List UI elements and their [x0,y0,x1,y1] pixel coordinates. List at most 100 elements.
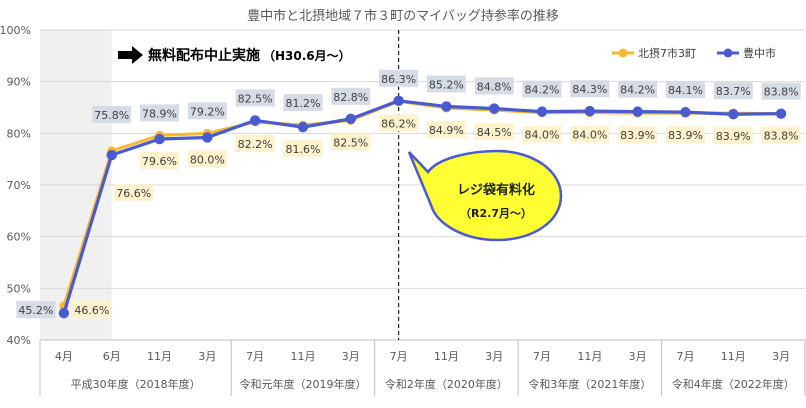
data-label-text: 79.2% [190,105,225,118]
label-toyonaka: 78.9% [140,104,180,122]
y-tick-label: 90% [7,76,31,89]
data-label-text: 82.5% [333,136,368,149]
x-tick-label: 7月 [390,350,408,363]
label-hokusetsu: 86.2% [379,114,419,132]
data-label-background [140,152,180,170]
fiscal-year-label: 令和2年度（2020年度） [385,377,508,391]
data-label-background [618,80,658,98]
data-label-background [283,94,323,112]
label-hokusetsu: 76.6% [114,183,154,201]
label-hokusetsu: 82.2% [235,134,275,152]
data-label-text: 81.2% [285,97,320,110]
data-label-text: 83.9% [716,130,751,143]
data-label-text: 82.2% [238,138,273,151]
bag-charge-title: レジ袋有料化 [457,182,535,198]
label-toyonaka: 84.1% [665,81,705,99]
label-toyonaka: 82.5% [235,89,275,107]
data-label-background [474,77,514,95]
y-tick-label: 50% [7,282,31,295]
data-label-background [187,102,227,120]
data-label-background [187,150,227,168]
x-tick-label: 4月 [55,350,73,363]
data-label-text: 79.6% [142,155,177,168]
data-label-text: 83.8% [764,86,799,99]
bag-charge-callout: レジ袋有料化 （R2.7月～） [407,149,563,242]
x-tick-label: 3月 [342,350,360,363]
data-label-background [16,301,56,319]
data-label-background [331,133,371,151]
label-toyonaka: 86.3% [379,69,419,87]
data-label-background [235,89,275,107]
x-tick-label: 11月 [721,350,746,363]
series-line-1 [62,99,782,314]
data-label-background [665,126,705,144]
y-tick-label: 60% [7,231,31,244]
x-tick-label: 3月 [198,350,216,363]
y-tick-label: 100% [0,24,31,37]
x-tick-label: 11月 [577,350,602,363]
data-point-1 [154,133,165,145]
label-toyonaka: 45.2% [16,301,56,319]
y-tick-label: 80% [7,127,31,140]
label-toyonaka: 79.2% [187,102,227,120]
data-point-1 [728,109,739,120]
data-point-1 [632,106,643,117]
data-labels-group: 45.2% 46.6% 75.8% 76.6% 78.9% 79.6% 79.2% 80.0%… [16,69,801,319]
data-label-text: 78.9% [142,107,177,120]
legend-marker [723,48,733,58]
data-point-1 [680,106,691,118]
data-point-1 [106,149,117,161]
label-hokusetsu: 84.0% [570,125,610,143]
label-toyonaka: 75.8% [92,106,132,124]
data-label-background [665,81,705,99]
data-point-1 [775,108,787,119]
free-distribution-annotation: 無料配布中止実施 （H30.6月～） [118,46,351,64]
data-label-text: 84.2% [525,84,560,97]
label-hokusetsu: 83.9% [665,126,705,144]
label-toyonaka: 84.3% [570,80,610,98]
data-label-background [522,125,562,143]
data-label-text: 80.0% [190,153,225,166]
x-tick-label: 7月 [533,350,551,363]
data-label-background [570,80,610,98]
data-label-text: 81.6% [285,143,320,156]
label-hokusetsu: 80.0% [187,150,227,168]
data-label-text: 75.8% [94,109,129,122]
label-toyonaka: 84.2% [618,80,658,98]
x-tick-label: 6月 [103,350,121,363]
label-hokusetsu: 82.5% [331,133,371,151]
legend: 北摂7市3町 豊中市 [612,46,776,60]
x-tick-label: 11月 [147,350,172,363]
data-label-background [379,69,419,87]
legend-label: 豊中市 [743,46,776,60]
data-label-background [114,183,154,201]
x-tick-label: 7月 [246,350,264,363]
data-point-1 [345,113,356,125]
data-label-text: 84.3% [572,83,607,96]
data-point-1 [393,95,404,106]
data-label-background [72,300,112,318]
data-label-background [761,82,801,100]
label-hokusetsu: 84.9% [426,121,466,139]
y-tick-label: 40% [7,334,31,347]
data-label-text: 84.9% [429,124,464,137]
data-label-text: 76.6% [116,187,151,200]
data-label-text: 84.0% [525,129,560,142]
x-axis: 4月 6月 11月 3月 7月 11月 3月 7月 11月 3月 7月 11月 3月 7月 11月 3月平成3… [39,340,806,396]
label-hokusetsu: 83.9% [618,126,658,144]
data-label-text: 83.9% [620,129,655,142]
data-label-text: 84.2% [620,84,655,97]
data-label-text: 83.9% [668,129,703,142]
data-point-1 [584,105,596,117]
data-label-text: 46.6% [74,304,109,317]
data-label-background [283,140,323,158]
data-label-text: 86.2% [381,117,416,130]
data-point-1 [249,115,261,126]
right-arrow-icon [118,46,143,64]
bag-charge-date: （R2.7月～） [460,207,532,220]
data-label-text: 82.5% [238,92,273,105]
data-label-text: 83.8% [764,130,799,143]
fiscal-year-label: 令和4年度（2022年度） [672,377,795,391]
